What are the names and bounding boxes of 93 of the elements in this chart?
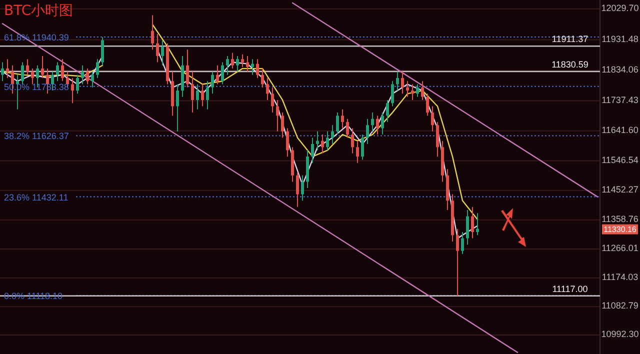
candlestick <box>336 112 339 136</box>
candlestick <box>156 33 159 63</box>
candlestick <box>461 232 464 255</box>
candlestick <box>211 71 214 94</box>
candlestick <box>91 71 94 88</box>
candlestick <box>266 77 269 100</box>
candlestick <box>196 84 199 110</box>
y-tick-label: 10992.30 <box>601 329 639 340</box>
y-tick-label: 11266.01 <box>602 242 638 253</box>
candlestick <box>216 64 219 85</box>
candlestick <box>341 108 344 129</box>
candlestick <box>206 80 209 110</box>
y-tick-label: 12029.70 <box>601 2 639 13</box>
candlestick <box>31 68 34 85</box>
candlestick <box>371 112 374 132</box>
ref-line-label: 11117.00 <box>552 284 588 294</box>
candlestick <box>346 118 349 138</box>
chart-title: BTC小时图 <box>4 3 74 19</box>
candlestick <box>256 58 259 78</box>
line-series <box>152 24 478 220</box>
ref-line-label: 38.2% 11626.37 <box>4 131 69 142</box>
candlestick <box>201 84 204 107</box>
ref-line-label: 11830.59 <box>552 59 588 70</box>
y-tick-label: 11452.27 <box>602 184 638 194</box>
candlestick <box>161 40 164 66</box>
y-tick-label: 11546.54 <box>602 154 638 165</box>
candlestick <box>421 80 424 100</box>
candlestick <box>311 137 314 164</box>
candlestick <box>391 80 394 107</box>
ref-line-label: 23.6% 11432.11 <box>4 192 68 202</box>
price-tag: 11330.16 <box>602 224 638 234</box>
candlestick <box>151 14 154 50</box>
candlestick <box>406 80 409 98</box>
candlestick <box>96 58 99 78</box>
candlestick <box>301 174 304 202</box>
candlestick <box>1 62 4 82</box>
candlestick <box>401 70 404 94</box>
candlestick <box>286 128 289 158</box>
candlestick <box>86 68 89 85</box>
y-tick-label: 11174.03 <box>602 272 638 282</box>
candlestick <box>61 58 64 82</box>
candlestick <box>191 71 194 114</box>
candlestick <box>411 84 414 100</box>
candlestick <box>241 54 244 68</box>
candlestick <box>101 36 104 66</box>
candlestick <box>351 128 354 154</box>
candlestick <box>466 210 469 246</box>
candlestick <box>471 206 474 239</box>
candlestick <box>366 118 369 144</box>
candlestick <box>6 58 9 78</box>
candlestick <box>281 112 284 138</box>
candlestick <box>186 49 189 88</box>
candlestick <box>76 74 79 94</box>
candlestick <box>26 58 29 76</box>
candlestick <box>231 52 234 70</box>
candlestick <box>361 134 364 160</box>
y-tick-label: 11931.48 <box>602 34 638 44</box>
candlestick <box>236 55 239 72</box>
candlestick <box>21 62 24 85</box>
candlestick <box>246 55 249 72</box>
candlestick <box>436 121 439 158</box>
candlestick <box>276 99 279 132</box>
candlestick <box>476 212 479 236</box>
candlestick <box>251 58 254 76</box>
candlestick <box>56 62 59 82</box>
y-tick-label: 11834.06 <box>602 64 638 74</box>
candlestick <box>431 106 434 132</box>
y-tick-label: 11641.60 <box>602 124 638 135</box>
candlestick <box>326 130 329 151</box>
candlestick <box>271 86 274 114</box>
candlestick <box>386 99 389 122</box>
candlestick <box>261 68 264 88</box>
ref-line-label: 11911.37 <box>552 34 588 44</box>
y-tick-label: 11358.76 <box>602 214 638 224</box>
y-tick-label: 11737.43 <box>602 94 638 105</box>
candlestick <box>331 124 334 144</box>
candlestick <box>356 140 359 164</box>
candlestick <box>71 77 74 104</box>
candlestick <box>81 64 84 85</box>
candlestick <box>41 55 44 78</box>
candlestick <box>376 115 379 136</box>
candlestick <box>176 84 179 132</box>
y-tick-label: 11082.79 <box>602 300 638 311</box>
candlestick <box>316 130 319 151</box>
candlestick <box>416 84 419 98</box>
candlestick <box>321 134 324 154</box>
candlestick <box>221 62 224 85</box>
candlestick <box>426 93 429 116</box>
candlestick <box>456 228 459 296</box>
candlestick <box>296 172 299 208</box>
candlestick <box>396 71 399 92</box>
candlestick <box>381 112 384 136</box>
candlestick <box>226 55 229 76</box>
